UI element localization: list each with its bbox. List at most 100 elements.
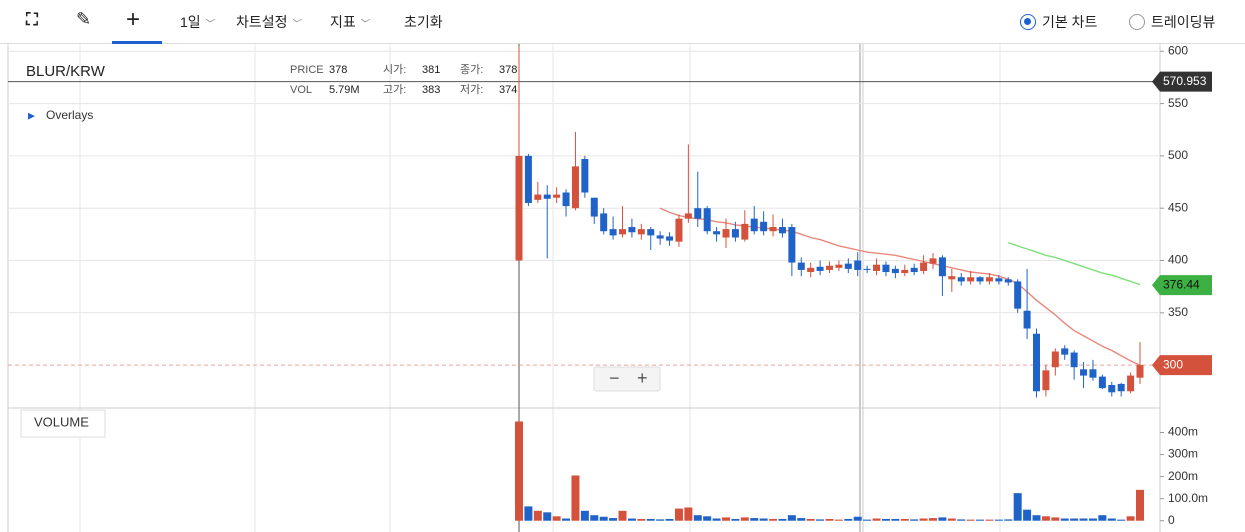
candle-body <box>948 276 956 280</box>
volume-bar <box>834 519 843 521</box>
overlays-arrow[interactable]: ▶ <box>28 110 35 120</box>
volume-bar <box>740 517 749 521</box>
volume-bar <box>1023 509 1032 521</box>
candle-body <box>844 263 852 269</box>
settings-label: 차트설정 <box>236 14 288 30</box>
volume-box <box>20 409 106 438</box>
plot-bg <box>8 44 1160 532</box>
date-grid <box>79 44 1001 532</box>
candle-body <box>863 268 871 270</box>
volume-bar <box>769 518 778 521</box>
indicator-menu[interactable]: 지표 ﹀ <box>330 14 369 30</box>
volume-bar <box>722 517 730 521</box>
volume-bar <box>665 518 674 521</box>
volume-bar <box>684 507 693 521</box>
volume-bar <box>919 518 928 521</box>
info-text: 고가: <box>383 83 406 96</box>
candle-body <box>1070 352 1078 368</box>
candle-body <box>619 229 626 235</box>
basic-chart-radio[interactable]: 기본 차트 <box>1020 12 1097 32</box>
volume-bar <box>1070 518 1079 521</box>
volume-bar <box>590 515 599 521</box>
candle-body <box>1098 376 1106 389</box>
fullscreen-icon[interactable]: ⛶ <box>26 10 38 29</box>
volume-bar <box>693 515 702 521</box>
volume-tick-label: 0 <box>1168 513 1175 527</box>
period-menu[interactable]: 1일 ﹀ <box>180 14 214 30</box>
volume-bar <box>881 518 890 521</box>
candle-body <box>910 267 918 273</box>
candle-body <box>1080 369 1088 376</box>
volume-bar <box>816 519 825 521</box>
tradingview-radio[interactable]: 트레이딩뷰 <box>1129 12 1215 32</box>
reset-button[interactable]: 초기화 <box>404 14 443 30</box>
volume-bar <box>1136 489 1144 521</box>
indicator-label: 지표 <box>330 14 356 30</box>
volume-bar <box>524 506 533 521</box>
active-underline <box>112 41 162 44</box>
candle-body <box>826 265 833 270</box>
candle-body <box>703 208 711 232</box>
candle-body <box>562 192 570 207</box>
volume-bar <box>872 518 881 521</box>
candle-body <box>1108 384 1116 393</box>
moving-average <box>1008 242 1141 286</box>
volume-bar <box>853 516 862 521</box>
zoom-out[interactable]: − <box>609 368 620 388</box>
candle-body <box>553 194 561 198</box>
volume-bar <box>957 519 966 521</box>
candle-body <box>854 260 862 270</box>
candle-body <box>901 269 909 274</box>
crosshair-icon[interactable]: + <box>126 6 141 33</box>
candle-body <box>722 229 730 238</box>
volume-bar <box>929 518 937 521</box>
info-text: 시가: <box>383 63 406 76</box>
candle-body <box>920 262 928 271</box>
candle-body <box>957 277 965 282</box>
symbol: BLUR/KRW <box>26 63 106 80</box>
draw-icon[interactable]: ✎ <box>76 9 92 29</box>
volume-bar <box>515 421 523 521</box>
info-text: 378 <box>499 64 517 76</box>
candle-body <box>694 208 702 219</box>
info-text: 378 <box>329 64 347 76</box>
price-marker <box>1152 355 1212 376</box>
candle-body <box>891 268 899 274</box>
zoom-in[interactable]: + <box>637 368 648 388</box>
price-marker-label: 570.953 <box>1163 74 1207 88</box>
volume-bar <box>966 519 975 521</box>
candle-body <box>1117 383 1125 392</box>
tradingview-label: 트레이딩뷰 <box>1151 14 1216 30</box>
volume-bar <box>571 475 580 521</box>
volume-bar <box>543 512 552 521</box>
candle-body <box>647 229 655 236</box>
candle-body <box>1014 281 1022 309</box>
period-label: 1일 <box>180 14 201 30</box>
volume-bar <box>1117 519 1126 521</box>
basic-chart-label: 기본 차트 <box>1042 14 1098 30</box>
candle-body <box>524 155 532 203</box>
candle-body <box>675 218 683 242</box>
candle-body <box>1127 375 1135 392</box>
volume-bar <box>533 510 542 521</box>
candle-body <box>1051 351 1059 368</box>
overlays-label[interactable]: Overlays <box>46 108 93 122</box>
y-tick-label: 450 <box>1168 200 1188 214</box>
info-text: 383 <box>422 84 440 96</box>
candle-body <box>534 194 542 200</box>
y-tick-label: 600 <box>1168 44 1188 57</box>
candle-body <box>515 155 523 261</box>
moving-average <box>659 207 1141 366</box>
candle-body <box>816 266 824 271</box>
volume-bar <box>806 518 815 521</box>
volume-bar <box>609 518 618 521</box>
candle-body <box>750 218 758 232</box>
candle-body <box>1089 369 1097 378</box>
candle-body <box>637 229 645 235</box>
candle-body <box>581 159 589 193</box>
volume-bar <box>646 518 655 521</box>
candle-body <box>1061 348 1069 355</box>
candle-body <box>797 262 805 270</box>
settings-menu[interactable]: 차트설정 ﹀ <box>236 14 301 30</box>
